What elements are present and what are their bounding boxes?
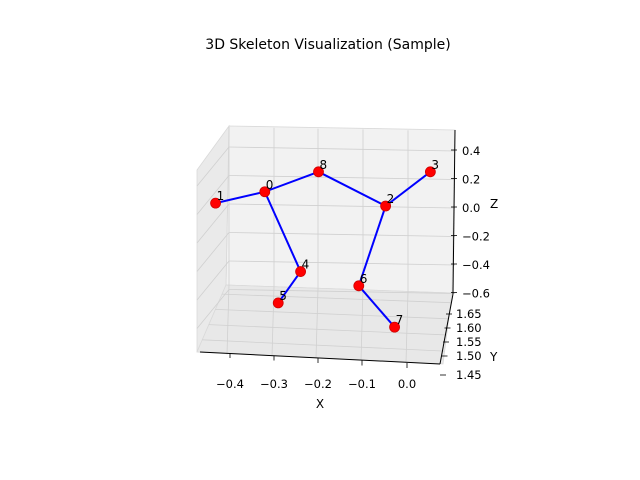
grid-line-z-side — [196, 203, 230, 244]
joint-4 — [295, 266, 307, 277]
joint-3 — [424, 166, 436, 178]
x-tick-label: −0.4 — [216, 377, 244, 391]
floor-pane — [196, 284, 453, 365]
joint-6 — [353, 280, 365, 292]
x-tick-label: −0.3 — [260, 377, 288, 391]
joint-label-7: 7 — [396, 313, 404, 327]
y-tick-label: 1.45 — [456, 368, 482, 382]
z-tick-label: −0.6 — [462, 287, 490, 301]
bone-2-6 — [357, 205, 387, 287]
floor-grid-y — [208, 324, 447, 336]
joint-5 — [272, 297, 284, 309]
floor-grid-x — [315, 288, 319, 359]
grid-line-z — [228, 203, 456, 209]
grid-line-z-side — [196, 175, 230, 215]
y-axis-line — [439, 293, 454, 365]
bone-6-7 — [358, 285, 396, 328]
z-tick-label: 0.0 — [462, 201, 480, 215]
joint-label-5: 5 — [279, 289, 287, 303]
grid-line-z-side — [196, 232, 230, 272]
y-tick-label: 1.60 — [456, 321, 482, 335]
bone-1-0 — [215, 190, 266, 205]
x-axis-label: X — [316, 397, 324, 411]
joint-label-1: 1 — [217, 189, 225, 203]
grid-line-z-side — [196, 260, 230, 301]
x-tick-label: 0.0 — [398, 377, 416, 391]
joint-2 — [380, 200, 392, 212]
y-tick-label: 1.65 — [456, 307, 482, 321]
x-tick-label: −0.1 — [348, 377, 376, 391]
floor-grid-y — [215, 308, 449, 320]
z-tick-label: 0.2 — [462, 173, 480, 187]
floor-grid-y — [202, 339, 445, 352]
x-tick-label: −0.2 — [304, 377, 332, 391]
bone-0-4 — [263, 191, 302, 272]
z-tick-label: −0.4 — [462, 258, 490, 272]
joint-1 — [210, 197, 221, 209]
joint-label-3: 3 — [431, 158, 439, 172]
joints: 0 1 2 3 4 5 6 7 8 — [210, 158, 439, 333]
z-tick-label: −0.2 — [462, 230, 490, 244]
y-axis-label: Y — [489, 350, 498, 364]
joint-7 — [389, 321, 400, 333]
z-axis-label: Z — [490, 197, 498, 211]
grid-line-z — [228, 146, 456, 152]
floor-grid-x — [271, 286, 275, 357]
tick-labels: −0.4 −0.3 −0.2 −0.1 0.0 1.651.601.551.50 1.45 0… — [216, 144, 490, 391]
joint-label-8: 8 — [320, 158, 328, 172]
joint-label-2: 2 — [387, 192, 395, 206]
z-axis-line — [452, 129, 456, 295]
grid-line-z — [228, 175, 456, 180]
back-pane — [225, 125, 456, 294]
bone-0-8 — [264, 170, 319, 193]
axes — [199, 129, 456, 365]
grid-lines — [196, 127, 456, 363]
grid-line-z-side — [196, 289, 230, 329]
floor-grid-x — [226, 285, 230, 355]
floor-grid-x — [405, 291, 409, 363]
joint-label-0: 0 — [266, 178, 274, 192]
joint-0 — [259, 186, 271, 198]
bones — [215, 170, 431, 328]
y-tick-label: 1.50 — [456, 349, 482, 363]
joint-label-4: 4 — [302, 258, 310, 272]
bone-8-2 — [318, 170, 387, 207]
chart-title: 3D Skeleton Visualization (Sample) — [205, 37, 450, 53]
joint-label-6: 6 — [360, 272, 368, 286]
z-tick-label: 0.4 — [462, 144, 480, 158]
bone-4-5 — [277, 270, 302, 304]
floor-grid-x — [360, 289, 364, 361]
bone-2-3 — [385, 171, 431, 207]
y-tick-label: 1.55 — [456, 335, 482, 349]
x-axis-line — [199, 351, 441, 365]
joint-8 — [313, 166, 324, 178]
grid-line-z — [228, 232, 456, 237]
grid-line-z — [228, 260, 456, 266]
grid-line-z-side — [196, 146, 230, 187]
grid-line-z — [228, 289, 456, 294]
floor-grid-y — [222, 293, 451, 304]
